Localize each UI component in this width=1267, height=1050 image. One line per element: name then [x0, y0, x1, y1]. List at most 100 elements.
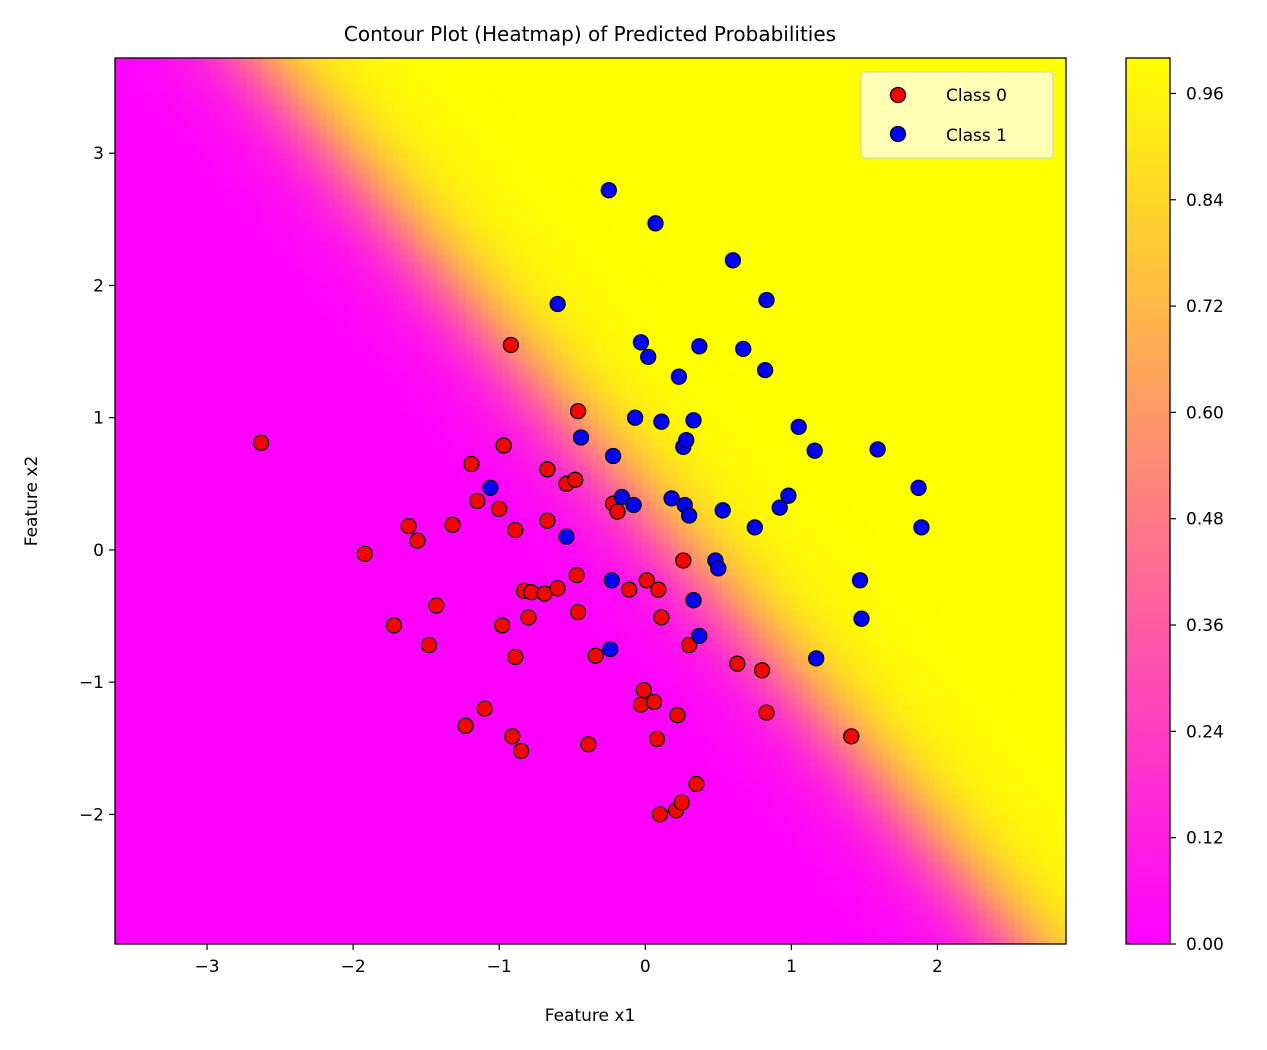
- heatmap-cell: [202, 398, 211, 407]
- heatmap-cell: [334, 207, 343, 216]
- heatmap-cell: [188, 623, 197, 632]
- heatmap-cell: [312, 616, 321, 625]
- heatmap-cell: [275, 446, 284, 454]
- heatmap-cell: [144, 480, 153, 488]
- heatmap-cell: [239, 616, 248, 625]
- heatmap-cell: [144, 419, 153, 427]
- heatmap-cell: [158, 139, 167, 148]
- heatmap-cell: [349, 221, 358, 229]
- heatmap-cell: [173, 787, 182, 795]
- heatmap-cell: [151, 221, 160, 229]
- heatmap-cell: [144, 460, 153, 468]
- heatmap-cell: [297, 269, 306, 277]
- heatmap-cell: [378, 535, 387, 543]
- heatmap-cell: [224, 221, 233, 229]
- heatmap-cell: [195, 548, 204, 557]
- heatmap-cell: [290, 834, 299, 843]
- heatmap-cell: [275, 71, 284, 80]
- heatmap-cell: [144, 875, 153, 884]
- heatmap-cell: [239, 869, 248, 877]
- heatmap-cell: [371, 671, 379, 679]
- heatmap-cell: [188, 228, 197, 236]
- heatmap-cell: [188, 160, 197, 168]
- heatmap-cell: [385, 766, 394, 775]
- heatmap-cell: [115, 323, 123, 332]
- heatmap-cell: [327, 119, 336, 127]
- heatmap-cell: [356, 187, 365, 195]
- heatmap-cell: [224, 187, 233, 195]
- heatmap-cell: [385, 419, 394, 427]
- heatmap-cell: [180, 834, 189, 843]
- heatmap-cell: [319, 862, 328, 870]
- heatmap-cell: [312, 466, 321, 475]
- heatmap-cell: [341, 875, 350, 884]
- heatmap-cell: [385, 807, 394, 816]
- heatmap-cell: [115, 882, 123, 891]
- heatmap-cell: [327, 405, 336, 413]
- heatmap-cell: [210, 98, 219, 107]
- heatmap-cell: [275, 214, 284, 223]
- heatmap-cell: [312, 596, 321, 604]
- heatmap-cell: [239, 371, 248, 379]
- heatmap-cell: [224, 303, 233, 311]
- heatmap-cell: [210, 289, 219, 298]
- heatmap-cell: [378, 276, 387, 284]
- heatmap-cell: [210, 385, 219, 393]
- heatmap-cell: [356, 310, 365, 318]
- heatmap-cell: [188, 214, 197, 223]
- heatmap-cell: [378, 630, 387, 638]
- heatmap-cell: [312, 644, 321, 652]
- heatmap-cell: [349, 575, 358, 584]
- heatmap-cell: [144, 126, 153, 134]
- heatmap-cell: [356, 582, 365, 591]
- heatmap-cell: [268, 603, 277, 611]
- heatmap-cell: [290, 432, 299, 441]
- heatmap-cell: [144, 575, 153, 584]
- heatmap-cell: [202, 753, 211, 761]
- heatmap-cell: [385, 903, 394, 911]
- heatmap-cell: [290, 126, 299, 134]
- heatmap-cell: [385, 201, 394, 209]
- heatmap-cell: [144, 800, 153, 809]
- heatmap-cell: [158, 385, 167, 393]
- heatmap-cell: [129, 732, 138, 741]
- heatmap-cell: [261, 828, 270, 836]
- heatmap-cell: [349, 160, 358, 168]
- heatmap-cell: [136, 146, 145, 155]
- heatmap-cell: [341, 773, 350, 782]
- heatmap-cell: [239, 439, 248, 448]
- heatmap-cell: [356, 657, 365, 666]
- heatmap-cell: [392, 344, 401, 352]
- heatmap-cell: [319, 889, 328, 897]
- heatmap-cell: [290, 582, 299, 591]
- heatmap-cell: [210, 875, 219, 884]
- heatmap-cell: [305, 589, 314, 598]
- heatmap-cell: [202, 426, 211, 434]
- heatmap-cell: [210, 903, 219, 911]
- heatmap-cell: [210, 269, 219, 277]
- heatmap-cell: [363, 167, 372, 175]
- heatmap-cell: [378, 657, 387, 666]
- heatmap-cell: [166, 596, 175, 604]
- heatmap-cell: [232, 712, 240, 720]
- heatmap-cell: [202, 126, 211, 134]
- heatmap-cell: [224, 412, 233, 420]
- heatmap-cell: [275, 923, 284, 931]
- heatmap-cell: [158, 167, 167, 175]
- heatmap-cell: [305, 630, 314, 638]
- heatmap-cell: [173, 903, 182, 911]
- heatmap-cell: [253, 773, 262, 782]
- heatmap-cell: [305, 637, 314, 645]
- heatmap-cell: [283, 289, 292, 298]
- heatmap-cell: [297, 432, 306, 441]
- heatmap-cell: [224, 691, 233, 700]
- heatmap-cell: [151, 862, 160, 870]
- heatmap-cell: [319, 419, 328, 427]
- heatmap-cell: [334, 160, 343, 168]
- heatmap-cell: [188, 719, 197, 727]
- heatmap-cell: [275, 712, 284, 720]
- heatmap-cell: [166, 214, 175, 223]
- heatmap-cell: [312, 787, 321, 795]
- heatmap-cell: [363, 78, 372, 86]
- heatmap-cell: [378, 385, 387, 393]
